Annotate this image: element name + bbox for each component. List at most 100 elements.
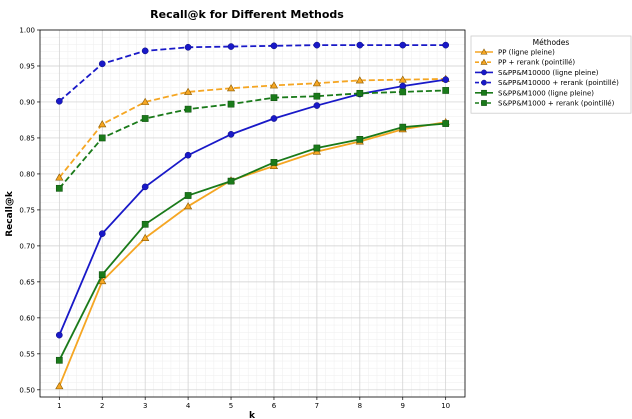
data-point — [98, 276, 107, 285]
series-line — [58, 44, 446, 102]
legend-label: S&PP&M1000 (ligne pleine) — [498, 89, 594, 97]
x-tick-label: 5 — [229, 402, 233, 410]
data-point — [55, 184, 63, 192]
data-point — [55, 97, 63, 105]
y-tick-label: 0.70 — [19, 242, 35, 250]
series-line — [58, 121, 446, 387]
data-point — [184, 43, 192, 51]
series-line — [58, 89, 446, 189]
series-2 — [55, 74, 450, 181]
data-point — [399, 88, 407, 96]
data-point — [184, 192, 192, 199]
series-line — [58, 122, 446, 361]
data-point — [270, 159, 278, 166]
data-point — [184, 151, 192, 159]
series-line — [58, 78, 446, 336]
data-point — [141, 183, 149, 191]
data-point — [269, 81, 279, 89]
data-point — [141, 97, 150, 105]
data-point — [98, 134, 106, 142]
legend-item: PP (ligne pleine) — [475, 48, 555, 57]
data-point — [141, 115, 149, 122]
x-tick-label: 2 — [100, 402, 104, 410]
y-tick-label: 0.75 — [19, 206, 35, 214]
data-point — [98, 271, 106, 279]
legend-label: PP (ligne pleine) — [498, 49, 555, 57]
data-point — [399, 82, 407, 90]
data-point — [141, 220, 149, 228]
data-point — [313, 102, 321, 109]
data-point — [55, 356, 63, 364]
legend-label: S&PP&M10000 + rerank (pointillé) — [498, 79, 619, 87]
legend: Méthodes PP (ligne pleine) PP + rerank (p… — [470, 35, 632, 114]
legend-swatch-marker — [481, 89, 487, 96]
data-point — [98, 230, 106, 237]
legend-title: Méthodes — [533, 38, 570, 47]
data-point — [313, 92, 321, 100]
data-point — [98, 120, 107, 128]
y-axis-label: Recall@k — [5, 190, 15, 237]
data-point — [55, 331, 63, 339]
data-point — [399, 41, 407, 49]
data-point — [184, 87, 193, 95]
series-3 — [55, 76, 450, 339]
data-point — [355, 76, 364, 84]
x-axis-label: k — [249, 411, 256, 419]
data-point — [270, 115, 278, 122]
data-point — [442, 76, 450, 84]
legend-box — [470, 35, 632, 114]
legend-label: S&PP&M1000 + rerank (pointillé) — [498, 100, 615, 108]
legend-item: PP + rerank (pointillé) — [475, 58, 575, 67]
y-tick-label: 0.80 — [19, 170, 35, 178]
data-point — [442, 87, 450, 94]
y-tick-label: 0.50 — [19, 386, 35, 394]
legend-swatch-marker — [481, 79, 487, 86]
y-tick-label: 0.95 — [19, 62, 35, 70]
x-tick-label: 7 — [315, 402, 319, 410]
legend-item: S&PP&M1000 (ligne pleine) — [475, 89, 594, 97]
data-point — [398, 75, 407, 83]
x-tick-label: 6 — [272, 402, 277, 410]
x-tick-label: 8 — [358, 402, 362, 410]
series-1 — [55, 117, 450, 390]
legend-item: S&PP&M10000 (ligne pleine) — [475, 69, 599, 77]
series-layer — [55, 41, 450, 390]
series-line — [58, 78, 446, 179]
data-point — [356, 89, 364, 97]
legend-item: S&PP&M1000 + rerank (pointillé) — [475, 100, 615, 108]
legend-item: S&PP&M10000 + rerank (pointillé) — [475, 79, 619, 87]
data-point — [227, 100, 235, 108]
data-point — [313, 41, 321, 49]
chart-title: Recall@k for Different Methods — [150, 8, 344, 21]
data-point — [184, 202, 193, 210]
data-point — [313, 144, 321, 152]
legend-label: PP + rerank (pointillé) — [498, 59, 575, 67]
legend-label: S&PP&M10000 (ligne pleine) — [498, 69, 599, 77]
series-5 — [55, 120, 450, 364]
x-tick-label: 1 — [57, 402, 61, 410]
x-tick-label: 9 — [401, 402, 405, 410]
data-point — [442, 120, 450, 127]
series-6 — [55, 87, 450, 192]
y-tick-label: 0.55 — [19, 350, 35, 358]
axis-ticks: 1 2 3 4 5 6 7 8 9 10 0.50 0.55 0.60 0.65 0.70 0.75 0.80 0… — [19, 27, 450, 411]
data-point — [184, 105, 192, 113]
data-point — [356, 136, 364, 143]
data-point — [226, 84, 236, 92]
data-point — [55, 382, 64, 390]
data-point — [312, 79, 321, 87]
y-tick-label: 1.00 — [19, 27, 35, 35]
plot-frame — [39, 29, 466, 398]
data-point — [55, 173, 64, 181]
legend-swatch-marker — [480, 48, 488, 55]
x-tick-label: 10 — [441, 402, 450, 410]
data-point — [141, 233, 150, 241]
data-point — [141, 47, 149, 55]
y-tick-label: 0.90 — [19, 98, 35, 106]
data-point — [270, 94, 278, 101]
data-point — [227, 130, 235, 138]
x-tick-label: 3 — [143, 402, 147, 410]
data-point — [98, 60, 106, 68]
data-point — [227, 177, 235, 185]
